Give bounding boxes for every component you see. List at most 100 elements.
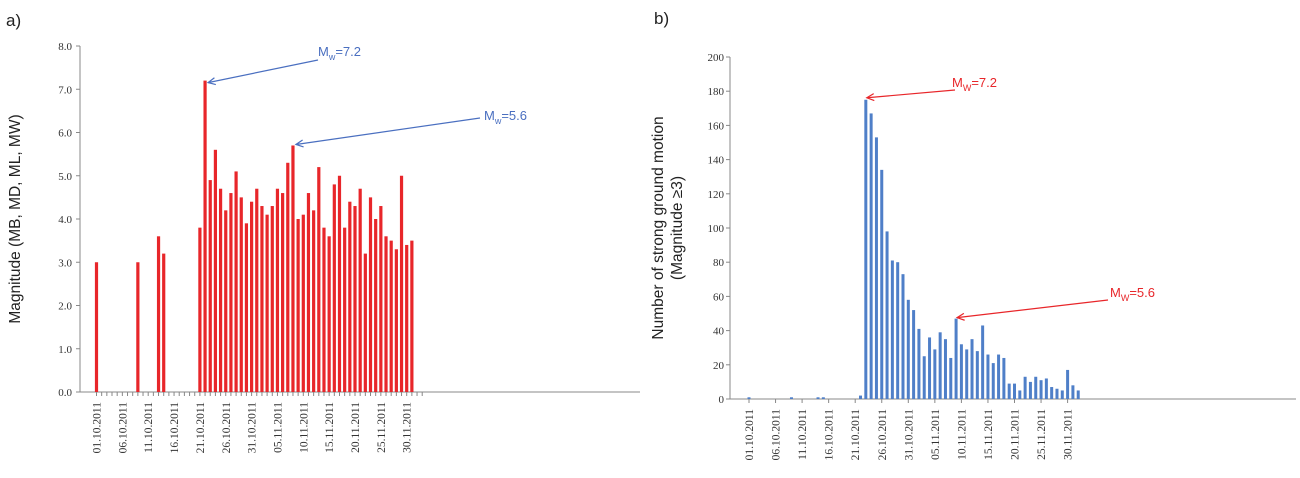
x-tick-label: 15.11.2011	[324, 402, 336, 453]
bar	[864, 99, 868, 399]
bar	[1018, 390, 1022, 399]
bar	[880, 169, 884, 399]
annotation-arrow	[206, 59, 319, 86]
bar	[389, 240, 393, 392]
y-tick-label: 0.0	[58, 387, 72, 399]
bar	[965, 349, 969, 399]
annotation-label: Mw=7.2	[318, 44, 361, 62]
bar	[1066, 369, 1070, 399]
y-tick-label: 2.0	[58, 301, 72, 313]
bar	[250, 201, 254, 392]
bar	[399, 175, 404, 392]
bar	[1023, 376, 1027, 399]
x-tick-label: 31.10.2011	[247, 402, 259, 454]
y-axis-label-2: (Magnitude ≥3)	[669, 176, 686, 280]
bar	[281, 193, 285, 392]
bar	[270, 206, 274, 392]
bar	[156, 236, 161, 392]
x-tick-label: 05.11.2011	[272, 402, 284, 453]
bar	[917, 328, 921, 399]
y-tick-label: 100	[708, 223, 725, 235]
bar	[938, 332, 942, 399]
bar	[1007, 383, 1011, 399]
bar	[906, 299, 910, 399]
annotation-arrow-head	[206, 77, 216, 86]
bar	[348, 201, 352, 392]
bar	[959, 344, 963, 399]
y-tick-label: 1.0	[58, 344, 72, 356]
chart-magnitude: 0.0 1.0 2.0 3.0 4.0 5.0 6.0 7.0 8.0 01.10.2011 06.…	[7, 41, 640, 453]
bar	[317, 167, 321, 392]
bar	[896, 262, 900, 399]
annotation-arrow-shaft	[207, 59, 319, 84]
bar	[997, 354, 1001, 399]
annotation-arrow-head	[294, 139, 304, 148]
annotation-label: MW=7.2	[952, 75, 997, 93]
bar	[379, 206, 383, 392]
bar	[1055, 388, 1059, 399]
bar	[970, 339, 974, 399]
x-tick-label: 06.10.2011	[771, 409, 783, 461]
x-tick-label: 30.11.2011	[402, 402, 414, 453]
annotation-arrow-shaft	[957, 299, 1109, 319]
y-tick-label: 180	[708, 86, 725, 98]
bar	[255, 188, 259, 392]
bar	[1002, 357, 1006, 399]
annotation-arrow-head	[955, 312, 965, 321]
bar	[234, 171, 238, 392]
x-tick-label: 01.10.2011	[92, 402, 104, 454]
bar	[869, 113, 873, 400]
bar	[991, 363, 995, 399]
bar	[933, 349, 937, 399]
bar	[816, 397, 820, 399]
bar	[890, 260, 894, 399]
bar	[410, 240, 414, 392]
bar	[874, 137, 878, 399]
bar	[912, 310, 916, 399]
y-tick-label: 200	[708, 52, 725, 64]
x-tick-label: 11.10.2011	[797, 409, 809, 460]
y-tick-label: 7.0	[58, 84, 72, 96]
x-tick-label: 25.11.2011	[1036, 409, 1048, 460]
bar	[286, 162, 290, 392]
y-tick-label: 5.0	[58, 171, 72, 183]
bar	[260, 206, 264, 392]
y-axis-label: Magnitude (MB, MD, ML, MW)	[7, 114, 24, 323]
bar	[384, 236, 388, 392]
bar	[1044, 378, 1048, 399]
x-tick-label: 10.11.2011	[298, 402, 310, 453]
bar	[239, 197, 243, 392]
bar	[136, 262, 140, 392]
y-tick-label: 40	[713, 326, 725, 338]
x-tick-label: 31.10.2011	[903, 409, 915, 461]
bar	[275, 188, 280, 392]
bar	[885, 231, 889, 399]
bar	[291, 145, 295, 392]
bar	[928, 337, 932, 399]
x-tick-label: 16.10.2011	[169, 402, 181, 454]
bar	[986, 354, 990, 399]
bar	[301, 214, 305, 392]
y-tick-label: 8.0	[58, 41, 72, 53]
bar	[1013, 383, 1016, 399]
bar	[949, 357, 953, 399]
chart-strong-ground-motion: 0 20 40 60 80 100 120 140 160 180 200 01.10.2011 06.…	[650, 52, 1296, 460]
bar	[1050, 387, 1054, 399]
y-tick-label: 6.0	[58, 128, 72, 140]
bar	[203, 80, 207, 392]
bar	[954, 318, 958, 399]
bar	[332, 184, 336, 392]
bar	[789, 397, 793, 399]
annotation-arrow	[294, 117, 481, 148]
bar	[1034, 376, 1038, 399]
y-tick-label: 3.0	[58, 257, 72, 269]
y-tick-label: 60	[713, 291, 725, 303]
bar	[162, 253, 166, 392]
y-tick-label: 160	[708, 120, 725, 132]
panel-label-a: a)	[6, 11, 21, 30]
bar	[943, 339, 947, 399]
bar	[394, 249, 398, 392]
x-tick-label: 11.10.2011	[143, 402, 155, 453]
y-tick-label: 20	[713, 360, 725, 372]
